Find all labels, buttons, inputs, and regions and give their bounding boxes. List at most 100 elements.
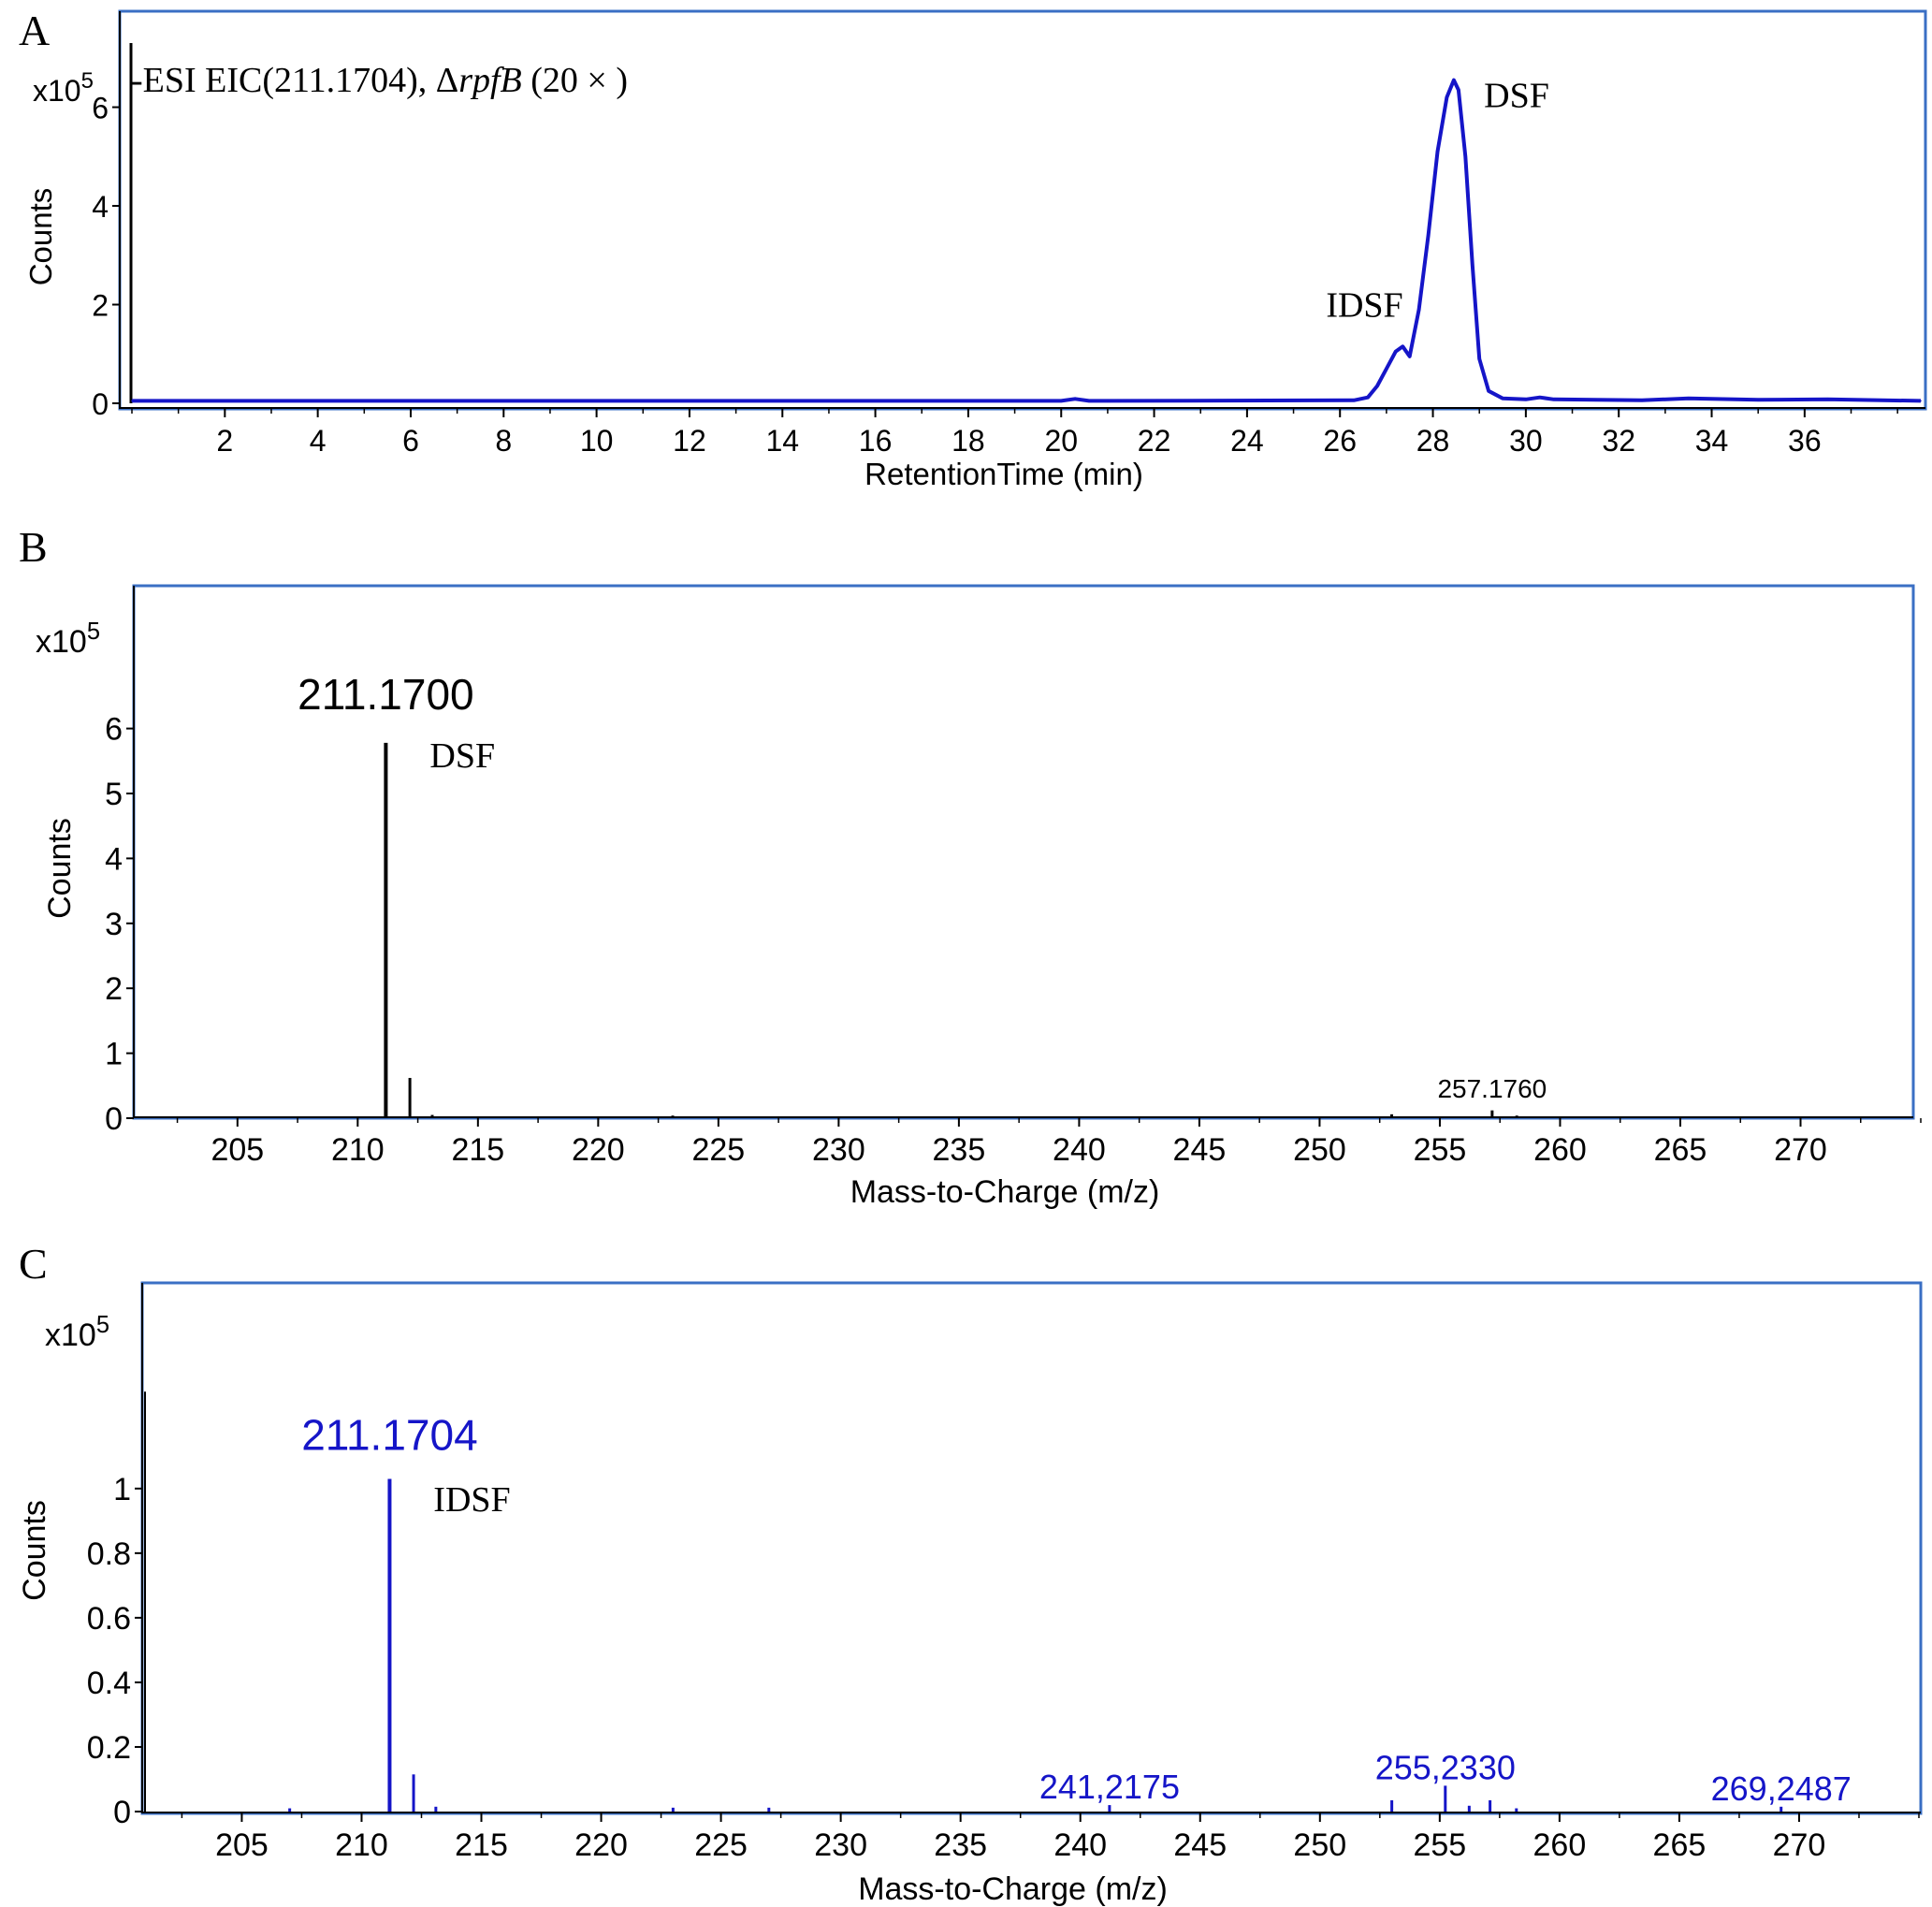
x-tick-label: 235 — [933, 1132, 986, 1168]
x-tick-label: 240 — [1053, 1827, 1107, 1863]
x-tick-label: 4 — [310, 424, 327, 458]
peak-annotation: DSF — [1484, 77, 1549, 116]
eic-data-point — [1436, 151, 1439, 153]
y-tick-label: 4 — [105, 841, 123, 877]
eic-data-point — [1074, 398, 1076, 400]
x-tick-label: 230 — [814, 1827, 867, 1863]
x-tick-label: 32 — [1602, 424, 1635, 458]
y-tick-label: 0 — [105, 1101, 123, 1137]
x-tick-label: 240 — [1053, 1132, 1106, 1168]
eic-data-point — [1687, 397, 1690, 400]
eic-data-point — [1088, 400, 1090, 402]
x-axis-label: Mass-to-Charge (m/z) — [858, 1871, 1168, 1907]
peak-annotation: DSF — [429, 736, 495, 776]
eic-data-point — [1107, 400, 1109, 402]
x-tick-label: 260 — [1533, 1132, 1587, 1168]
y-scale-factor: x105 — [33, 68, 94, 108]
eic-data-point — [1826, 398, 1829, 400]
y-axis-label: Counts — [42, 818, 78, 919]
x-tick-label: 270 — [1773, 1827, 1826, 1863]
y-tick-label: 1 — [105, 1037, 123, 1072]
eic-data-point — [1386, 368, 1387, 370]
x-tick-label: 2 — [216, 424, 233, 458]
x-tick-label: 205 — [215, 1827, 269, 1863]
x-tick-label: 18 — [951, 424, 985, 458]
y-axis-label: Counts — [17, 1500, 52, 1601]
y-tick-label: 0.2 — [87, 1730, 131, 1766]
panel-label: B — [19, 523, 48, 571]
x-tick-label: 205 — [211, 1132, 264, 1168]
peak-mz-label: 211.1704 — [301, 1410, 477, 1459]
eic-data-point — [1353, 400, 1355, 401]
eic-data-point — [1464, 155, 1467, 158]
x-tick-label: 265 — [1653, 1827, 1707, 1863]
x-axis-label: RetentionTime (min) — [864, 457, 1143, 491]
eic-data-point — [1641, 400, 1643, 401]
x-tick-label: 36 — [1788, 424, 1822, 458]
y-tick-label: 0 — [92, 387, 109, 421]
x-tick-label: 255 — [1414, 1132, 1467, 1168]
x-tick-label: 14 — [765, 424, 799, 458]
y-tick-label: 2 — [105, 971, 123, 1007]
eic-data-point — [1402, 345, 1404, 348]
y-scale-factor: x105 — [36, 619, 100, 660]
y-tick-label: 0.8 — [87, 1536, 131, 1572]
eic-data-point — [131, 400, 133, 402]
x-tick-label: 6 — [402, 424, 419, 458]
eic-data-point — [1453, 79, 1455, 81]
x-tick-label: 225 — [694, 1827, 748, 1863]
x-tick-label: 270 — [1774, 1132, 1827, 1168]
y-axis-label: Counts — [23, 188, 58, 286]
eic-data-point — [1502, 397, 1503, 400]
y-tick-label: 2 — [92, 289, 109, 323]
x-tick-label: 250 — [1293, 1827, 1346, 1863]
x-tick-label: 250 — [1293, 1132, 1346, 1168]
y-tick-label: 6 — [105, 712, 123, 748]
eic-data-point — [1408, 356, 1411, 357]
x-tick-label: 28 — [1416, 424, 1450, 458]
x-tick-label: 220 — [572, 1132, 625, 1168]
x-tick-label: 26 — [1323, 424, 1357, 458]
x-tick-label: 10 — [580, 424, 614, 458]
eic-data-point — [1920, 400, 1922, 402]
x-tick-label: 30 — [1509, 424, 1543, 458]
panel-c: C 205 210 215 220 225 230 235 240 245 250 255 260 265… — [17, 1240, 1923, 1907]
x-tick-label: 215 — [451, 1132, 504, 1168]
y-tick-label: 5 — [105, 777, 123, 812]
y-tick-label: 4 — [92, 190, 109, 224]
x-axis-label: Mass-to-Charge (m/z) — [850, 1174, 1160, 1210]
x-tick-label: 260 — [1533, 1827, 1587, 1863]
eic-data-point — [1060, 400, 1063, 402]
eic-data-point — [1478, 357, 1481, 360]
x-tick-label: 235 — [934, 1827, 987, 1863]
x-tick-label: 210 — [335, 1827, 388, 1863]
x-tick-label: 215 — [455, 1827, 508, 1863]
y-tick-label: 0 — [113, 1795, 131, 1830]
eic-data-point — [1445, 96, 1448, 98]
x-tick-label: 24 — [1230, 424, 1264, 458]
eic-data-point — [1488, 390, 1489, 392]
x-tick-label: 225 — [691, 1132, 745, 1168]
peak-mz-label: 257.1760 — [1437, 1074, 1547, 1103]
x-tick-label: 34 — [1695, 424, 1729, 458]
y-tick-label: 1 — [113, 1472, 131, 1507]
eic-data-point — [1376, 385, 1378, 387]
eic-data-point — [1538, 396, 1541, 399]
y-scale-factor: x105 — [45, 1312, 109, 1353]
y-tick-label: 3 — [105, 907, 123, 942]
peak-annotation: IDSF — [1326, 286, 1402, 326]
panel-label: C — [19, 1240, 48, 1288]
eic-data-point — [1594, 399, 1597, 401]
y-tick-label: 6 — [92, 92, 109, 125]
x-tick-label: 220 — [574, 1827, 628, 1863]
eic-data-point — [1757, 399, 1759, 401]
plot-frame — [132, 584, 1915, 1120]
eic-data-point — [1471, 264, 1474, 267]
eic-data-point — [1417, 308, 1420, 311]
x-tick-label: 265 — [1654, 1132, 1707, 1168]
eic-data-point — [1427, 234, 1430, 237]
chart-title: -ESI EIC(211.1704), ΔrpfB (20 × ) — [131, 61, 628, 100]
peak-mz-label: 241,2175 — [1039, 1768, 1180, 1806]
